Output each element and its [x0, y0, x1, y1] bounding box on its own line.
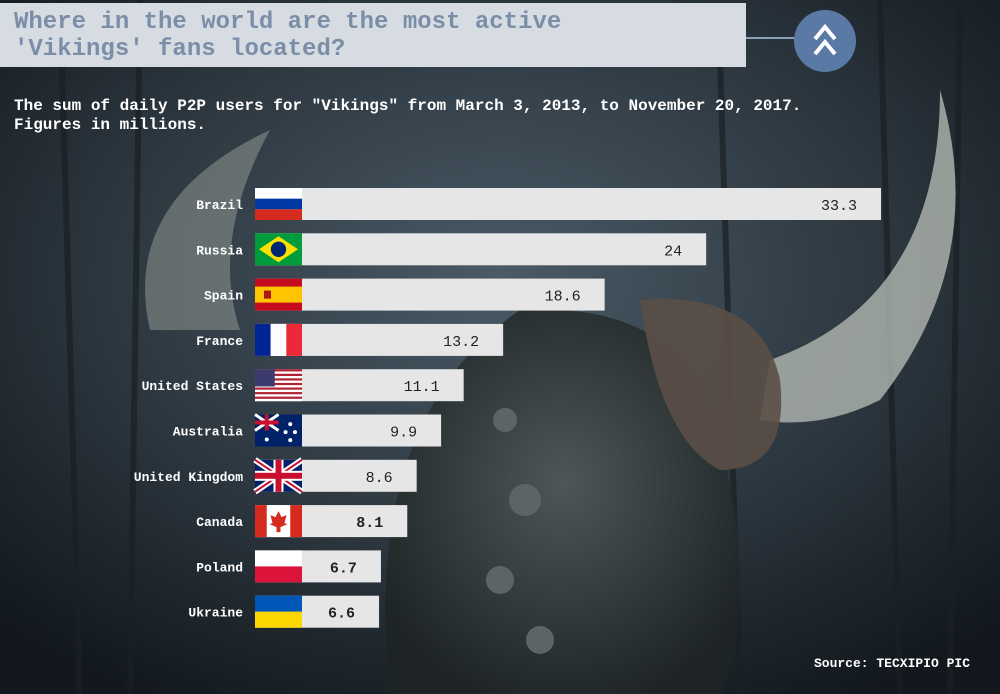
bar-row: Spain 18.6 [204, 278, 605, 311]
flag-spain-icon [255, 278, 302, 311]
value-label: 6.6 [328, 606, 355, 623]
flag-australia-icon [254, 413, 302, 447]
flag-ukraine-icon [255, 595, 302, 628]
flag-poland-icon [255, 550, 302, 583]
chart-title-line-1: Where in the world are the most active [14, 9, 562, 36]
double-chevron-up-icon [813, 23, 837, 56]
value-label: 33.3 [821, 198, 857, 215]
category-label: Ukraine [188, 606, 243, 621]
category-label: United Kingdom [134, 470, 243, 485]
logo [794, 10, 856, 72]
title-box: Where in the world are the most active '… [0, 3, 746, 67]
category-label: Canada [196, 515, 243, 530]
category-label: United States [142, 379, 244, 394]
category-label: Poland [196, 560, 243, 575]
bar-row: France 13.2 [196, 323, 504, 356]
flag-france-icon [255, 323, 302, 356]
category-label: Australia [173, 425, 243, 440]
bar-row: Poland 6.7 [196, 550, 381, 583]
flag-brazil-icon [255, 233, 302, 266]
source-note: Source: TECXIPIO PIC [813, 656, 970, 671]
flag-usa-icon [255, 369, 302, 402]
category-label: France [196, 334, 243, 349]
value-label: 6.7 [330, 560, 357, 577]
flag-uk-icon [253, 457, 304, 495]
chart-subtitle: The sum of daily P2P users for "Vikings"… [14, 97, 802, 134]
value-label: 18.6 [545, 289, 581, 306]
value-label: 8.1 [356, 515, 383, 532]
bar-row: Brazil 33.3 [196, 188, 881, 220]
value-label: 9.9 [390, 425, 417, 442]
category-label: Brazil [196, 198, 243, 213]
flag-canada-icon [255, 505, 302, 538]
bar-row: United Kingdom 8.6 [134, 457, 417, 495]
bar-row: Ukraine 6.6 [188, 595, 380, 628]
value-label: 11.1 [404, 379, 440, 396]
flag-russia-icon [255, 188, 302, 220]
value-label: 24 [664, 243, 682, 260]
category-label: Spain [204, 289, 243, 304]
category-label: Russia [196, 243, 243, 258]
value-label: 8.6 [366, 470, 393, 487]
bar-row: Canada 8.1 [196, 505, 408, 538]
bar-row: Russia 24 [196, 233, 707, 266]
value-label: 13.2 [443, 334, 479, 351]
bar [255, 233, 707, 266]
bar-row: Australia 9.9 [173, 413, 442, 447]
bar-row: United States 11.1 [142, 369, 464, 402]
chart-title-line-2: 'Vikings' fans located? [14, 36, 346, 63]
bar [255, 188, 881, 220]
bar [255, 278, 605, 311]
title-connector-line [746, 37, 796, 39]
